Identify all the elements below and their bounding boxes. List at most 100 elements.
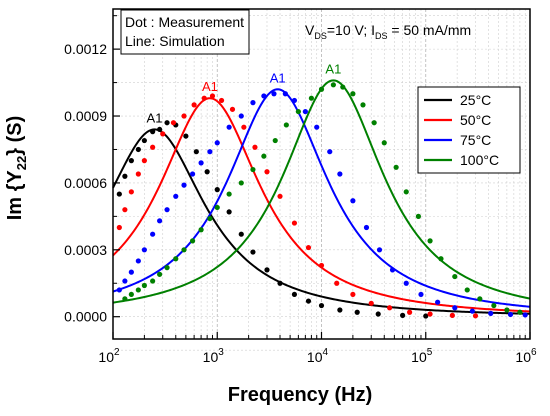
measurement-dot [318,262,325,269]
measurement-dot [150,231,156,237]
measurement-dot [128,291,134,298]
measurement-dot [207,149,213,155]
measurement-dot [181,247,187,253]
measurement-dot [314,124,320,130]
measurement-dot [164,265,170,271]
measurement-dot [238,231,244,237]
y-tick-label: 0.0006 [64,175,107,191]
measurement-dot [393,164,399,170]
measurement-dot [128,189,134,195]
measurement-dot [423,313,429,319]
measurement-dot [318,86,325,92]
measurement-dots [116,82,528,319]
measurement-dot [122,296,128,302]
measurement-dot [226,191,232,197]
annotation-line1: Dot : Measurement [125,14,244,30]
measurement-dot [368,300,374,306]
measurement-dot [277,280,283,286]
tick-labels: 102 103 104 105 106 0.0000 0.0003 0.0006 0.0009 0… [64,41,537,365]
measurement-dot [204,169,210,175]
x-tick-label: 102 [98,347,120,365]
measurement-dot [250,249,256,255]
measurement-dot [128,158,134,164]
measurement-dot [488,310,494,316]
y-axis-title: Im {Y22} (S) [4,116,29,221]
peak-label: A1 [325,61,341,76]
measurement-dot [141,158,147,164]
x-tick-label: 104 [307,347,329,365]
measurement-dot [189,238,196,244]
measurement-dot [173,193,179,199]
measurement-dot [337,171,343,177]
measurement-dot [305,244,312,251]
measurement-dot [141,282,147,289]
measurement-dot [334,280,340,286]
measurement-dot [350,198,356,204]
measurement-dot [214,187,220,193]
measurement-dot [400,312,406,318]
measurement-dot [252,144,258,150]
annotation-line2: Line: Simulation [125,33,225,49]
measurement-dot [157,271,163,277]
measurement-dot [135,171,141,177]
measurement-dot [517,309,523,315]
measurement-dot [214,140,220,146]
measurement-dot [438,256,444,262]
measurement-dot [160,131,166,137]
grid [112,9,531,351]
annotation-box: Dot : Measurement Line: Simulation [120,9,250,55]
measurement-dot [193,149,199,155]
measurement-dot [218,97,225,104]
measurement-dot [157,126,163,133]
measurement-dot [418,291,424,298]
measurement-dot [282,91,288,97]
measurement-dot [472,313,479,319]
measurement-dot [340,84,346,90]
measurement-dot [122,173,128,179]
x-tick-label: 106 [515,347,537,365]
measurement-dot [507,311,514,318]
measurement-dot [191,102,197,108]
measurement-dot [261,93,267,99]
measurement-dot [150,129,156,135]
measurement-dot [389,267,396,273]
measurement-dot [214,204,220,211]
legend: 25°C 50°C 75°C 100°C [417,86,521,174]
y-tick-label: 0.0009 [64,108,107,124]
measurement-dot [381,140,387,146]
measurement-dot [449,312,455,318]
measurement-dot [198,227,204,233]
measurement-dot [363,224,370,231]
measurement-dot [164,207,170,213]
legend-label: 100°C [460,152,499,168]
measurement-dot [427,311,433,317]
peak-labels: A1 A1 A1 A1 [147,61,342,125]
measurement-dot [209,93,216,99]
measurement-dot [435,299,441,305]
measurement-dot [122,207,128,213]
measurement-dot [477,296,483,302]
measurement-dot [157,218,163,224]
measurement-dot [452,273,458,280]
legend-label: 25°C [460,92,491,108]
measurement-dot [272,137,278,144]
measurement-dot [229,106,236,112]
measurement-dot [403,189,409,195]
measurement-dot [277,193,283,199]
measurement-dot [295,108,301,115]
measurement-dot [291,97,298,104]
measurement-dot [241,124,247,130]
measurement-dot [491,302,497,309]
measurement-dot [198,160,204,166]
measurement-dot [173,256,179,262]
measurement-dot [302,108,308,115]
measurement-dot [271,91,277,97]
measurement-dot [371,120,377,126]
measurement-dot [407,309,413,315]
y-tick-label: 0.0000 [64,309,107,325]
measurement-dot [464,287,470,293]
peak-label: A1 [202,79,218,94]
measurement-dot [415,213,421,219]
measurement-dot [164,120,170,126]
